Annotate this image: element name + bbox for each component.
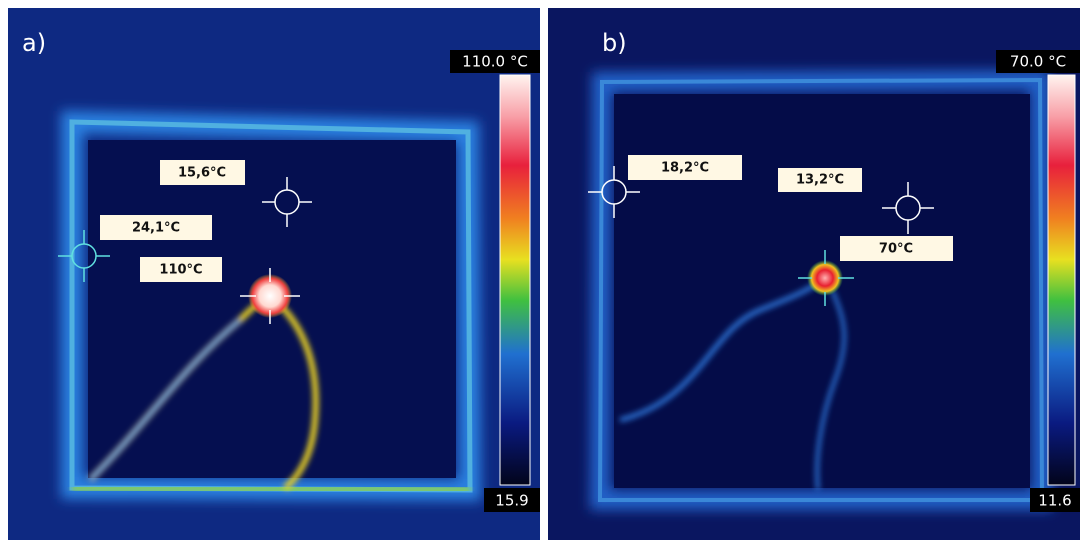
- scale-max: 70.0 °C: [1010, 53, 1066, 71]
- hotspot: [807, 260, 843, 296]
- scale-max: 110.0 °C: [462, 53, 528, 71]
- spot-label: 24,1°C: [132, 221, 180, 236]
- spot-label: 13,2°C: [796, 173, 844, 188]
- spot-label: 15,6°C: [178, 166, 226, 181]
- figure: 110.0 °C 15.9 a) 15,6°C 24,1°C 110°C 70.…: [0, 0, 1088, 546]
- panel-a: 110.0 °C 15.9 a) 15,6°C 24,1°C 110°C: [8, 8, 540, 540]
- panel-label: b): [602, 29, 627, 57]
- panel-label: a): [22, 29, 46, 57]
- colorbar: [1048, 75, 1075, 485]
- spot-label: 18,2°C: [661, 161, 709, 176]
- scale-min: 15.9: [495, 492, 528, 510]
- frame-bottom: [72, 488, 470, 490]
- spot-label: 70°C: [879, 242, 913, 257]
- colorbar: [500, 75, 530, 485]
- panel-b: 70.0 °C 11.6 b) 18,2°C 13,2°C 70°C: [548, 8, 1080, 540]
- spot-label: 110°C: [159, 263, 202, 278]
- scale-min: 11.6: [1038, 492, 1071, 510]
